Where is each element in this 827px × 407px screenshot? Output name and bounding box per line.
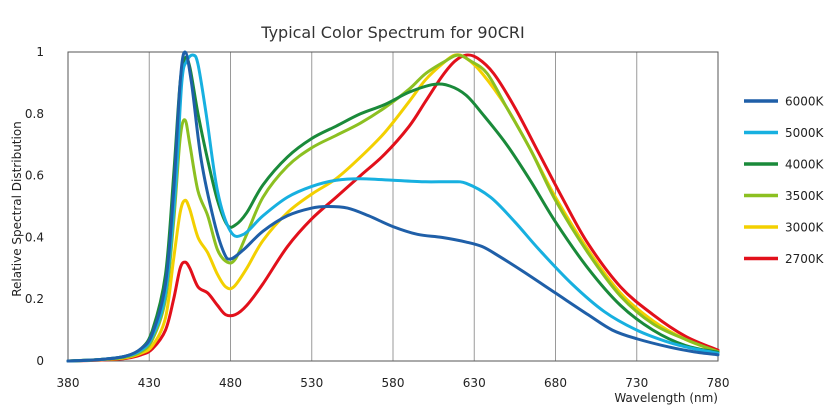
x-tick-labels: 380 430 480 530 580 630 680 730 780 [57,376,730,390]
x-tick-label-580: 580 [382,376,405,390]
x-tick-label-630: 630 [463,376,486,390]
series-lines [66,50,720,363]
x-tick-label-730: 730 [625,376,648,390]
y-tick-label-1: 0.2 [25,292,44,306]
legend-label-5000k: 5000K [785,126,825,140]
y-tick-label-2: 0.4 [25,230,44,244]
x-tick-label-680: 680 [544,376,567,390]
legend: 6000K 5000K 4000K 3500K 3000K 2700K [744,95,825,266]
legend-label-3000k: 3000K [785,221,825,235]
legend-label-4000k: 4000K [785,158,825,172]
chart-title: Typical Color Spectrum for 90CRI [260,23,524,42]
y-tick-labels: 0 0.2 0.4 0.6 0.8 1 [25,45,44,368]
legend-label-3500k: 3500K [785,189,825,203]
x-tick-label-380: 380 [57,376,80,390]
legend-label-6000k: 6000K [785,95,825,109]
y-tick-label-0: 0 [36,354,44,368]
y-axis-label: Relative Spectral Distribution [10,121,24,297]
plot-frame [67,51,719,362]
x-tick-label-780: 780 [707,376,730,390]
series-line-6000k [66,50,720,363]
series-line-2700k [66,53,720,363]
x-tick-label-480: 480 [219,376,242,390]
y-tick-label-5: 1 [36,45,44,59]
y-tick-label-3: 0.6 [25,169,44,183]
y-tick-label-4: 0.8 [25,107,44,121]
x-tick-label-430: 430 [138,376,161,390]
x-tick-label-530: 530 [300,376,323,390]
axes [67,51,719,362]
legend-label-2700k: 2700K [785,252,825,266]
x-axis-label: Wavelength (nm) [614,391,718,405]
